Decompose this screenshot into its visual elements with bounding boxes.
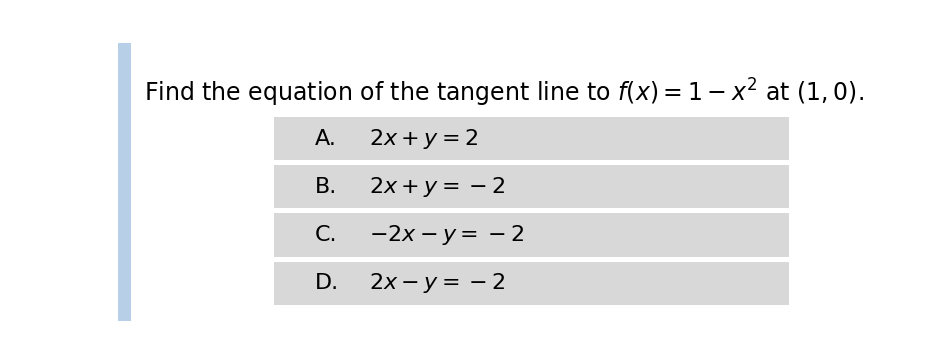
Text: Find the equation of the tangent line to $f(x) = 1 - x^2$ at $(1, 0)$.: Find the equation of the tangent line to… bbox=[144, 77, 864, 109]
Text: C.: C. bbox=[314, 225, 337, 245]
Text: $2x - y = -2$: $2x - y = -2$ bbox=[369, 271, 505, 295]
Text: $2x + y = 2$: $2x + y = 2$ bbox=[369, 127, 478, 151]
Text: $-2x - y = -2$: $-2x - y = -2$ bbox=[369, 223, 524, 247]
Text: $2x + y = -2$: $2x + y = -2$ bbox=[369, 175, 505, 199]
Bar bbox=[275, 261, 789, 305]
Text: D.: D. bbox=[314, 273, 339, 293]
Bar bbox=[275, 165, 789, 208]
Bar bbox=[118, 43, 131, 321]
Text: A.: A. bbox=[314, 129, 336, 149]
Text: B.: B. bbox=[314, 177, 337, 197]
Bar bbox=[275, 117, 789, 160]
Bar bbox=[275, 213, 789, 257]
